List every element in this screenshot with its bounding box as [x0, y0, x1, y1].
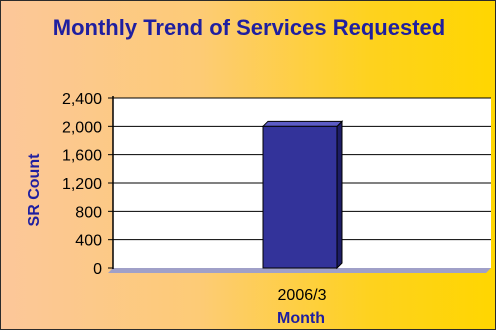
y-tick-label: 0 — [93, 261, 102, 278]
x-axis-title: Month — [277, 310, 325, 327]
chart-title: Monthly Trend of Services Requested — [52, 15, 446, 40]
bars — [261, 120, 344, 270]
y-tick-label: 1,200 — [62, 176, 102, 193]
bar-side — [336, 120, 343, 270]
y-tick-label: 400 — [75, 233, 102, 250]
y-axis-ticks: 0 400 800 1,200 1,600 2,000 2,400 — [62, 91, 113, 278]
y-tick-label: 2,000 — [62, 119, 102, 136]
y-tick-label: 800 — [75, 204, 102, 221]
x-tick-label: 2006/3 — [278, 287, 327, 304]
bar-top — [261, 120, 344, 127]
y-axis-title: SR Count — [26, 153, 43, 227]
bar — [262, 125, 338, 269]
plot-floor — [108, 268, 491, 273]
y-tick-label: 2,400 — [62, 91, 102, 108]
y-tick-label: 1,600 — [62, 148, 102, 165]
x-axis-ticks: 2006/3 — [278, 287, 327, 304]
